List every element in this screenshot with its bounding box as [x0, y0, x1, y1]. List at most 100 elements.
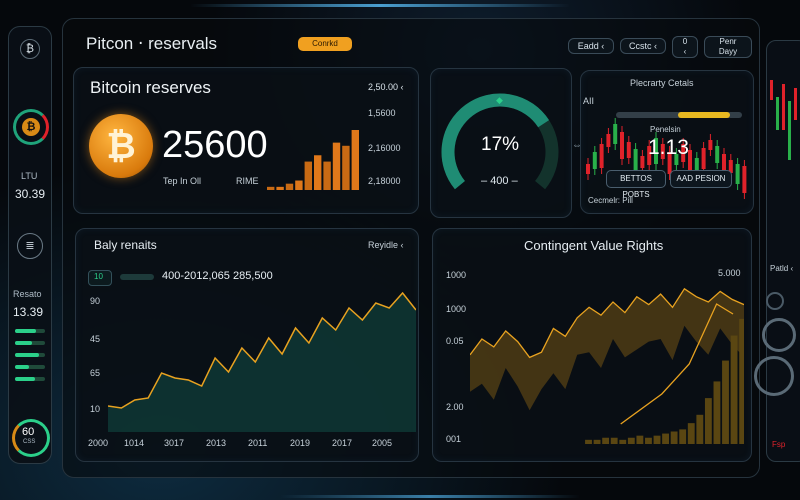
- right-panel-label[interactable]: Patld ‹: [770, 264, 794, 273]
- line-x-label: 2011: [248, 438, 268, 448]
- ring-value: 60: [22, 426, 35, 438]
- candle-body: [654, 138, 658, 164]
- line-x-label: 3017: [164, 438, 185, 448]
- candle-body: [626, 142, 631, 158]
- cvr-top-label: 5.000: [718, 268, 741, 278]
- reserves-bar: [295, 180, 303, 190]
- right-panel-sub: Fsp: [772, 440, 786, 449]
- candles-label-mid: Penelsin: [650, 125, 681, 134]
- cvr-bar: [636, 435, 644, 444]
- bitcoin-ring-icon[interactable]: ₿: [13, 109, 49, 145]
- aad-pesion-button[interactable]: AAD PESION: [670, 170, 732, 188]
- header-control-4[interactable]: Penr Dayy: [704, 36, 752, 58]
- candle-body: [586, 164, 590, 174]
- left-sidebar: ₿ ₿ LTU 30.39 ≣ Resato 13.39 60 CSS: [8, 26, 52, 464]
- candle-body: [633, 149, 638, 172]
- reserves-bar: [304, 161, 312, 190]
- line-y-label-3: 65: [90, 368, 101, 378]
- right-candle: [794, 88, 797, 120]
- line-card-dropdown[interactable]: Reyidle ‹: [368, 240, 404, 250]
- gauge-value-number: 400: [490, 175, 509, 187]
- cvr-y-label-3: 0.05: [446, 336, 464, 346]
- cvr-bar: [602, 437, 610, 444]
- line-x-label: 2000: [88, 438, 109, 448]
- header-control-3[interactable]: 0 ‹: [672, 36, 698, 58]
- line-card-range-bar: [120, 274, 154, 280]
- line-x-label: 2019: [290, 438, 311, 448]
- candle-body: [620, 132, 624, 159]
- bottom-glow-line: [280, 495, 580, 498]
- line-x-label: 2013: [206, 438, 227, 448]
- line-card-range-text: 400-2012,065 285,500: [162, 270, 273, 282]
- top-glow-line: [190, 4, 570, 7]
- candle-body: [708, 140, 713, 150]
- reserves-bar: [276, 186, 284, 190]
- line-x-label: 2005: [372, 438, 393, 448]
- candles-label-left: AII: [583, 96, 595, 106]
- cvr-y-label-5: 001: [446, 434, 462, 444]
- cvr-bar: [653, 435, 661, 444]
- header-control-1[interactable]: Eadd ‹: [568, 38, 614, 54]
- reserves-title: Bitcoin reserves: [90, 78, 211, 97]
- line-area-chart: [108, 292, 416, 432]
- reserves-axis-label-1[interactable]: 2,50.00 ‹: [368, 82, 404, 92]
- reserves-bar: [314, 155, 322, 190]
- candles-value: 1.13: [648, 136, 689, 159]
- candles-footer: Cecmelr: Pill: [588, 196, 633, 205]
- ring-sub: CSS: [23, 439, 36, 445]
- cvr-bar: [679, 429, 687, 444]
- line-series: [108, 292, 416, 409]
- cvr-bar: [687, 423, 695, 444]
- status-badge[interactable]: Conrkd: [298, 37, 352, 51]
- candle-body: [599, 144, 604, 168]
- candle-body: [613, 124, 618, 144]
- right-ring-1: [766, 292, 784, 310]
- candle-body: [694, 158, 699, 172]
- candle-body: [667, 152, 672, 174]
- cvr-bar: [704, 398, 712, 444]
- reserves-value: 25600: [162, 124, 268, 166]
- reserves-axis-label-4: 2,18000: [368, 176, 401, 186]
- bitcoin-icon[interactable]: ₿: [20, 39, 40, 59]
- sidebar-label-1: LTU: [21, 171, 38, 181]
- candles-title: Plecrarty Cetals: [630, 78, 694, 88]
- cvr-bar: [730, 335, 738, 444]
- candle-body: [722, 154, 726, 178]
- cvr-bar: [585, 439, 592, 444]
- cvr-bar: [696, 414, 704, 444]
- cvr-bar: [662, 433, 669, 444]
- candle-body: [701, 148, 706, 169]
- line-x-label: 2017: [332, 438, 353, 448]
- cvr-bar: [722, 360, 729, 444]
- line-area-fill: [108, 293, 416, 432]
- sidebar-value-1: 30.39: [15, 187, 46, 201]
- right-candle: [776, 97, 779, 130]
- cvr-bar: [610, 437, 618, 444]
- header-control-2[interactable]: Ccstc ‹: [620, 38, 666, 54]
- cvr-bar: [670, 431, 678, 444]
- right-candle: [788, 101, 791, 160]
- line-card-toggle[interactable]: 10: [88, 270, 112, 286]
- reserves-bar: [332, 142, 341, 190]
- right-candlestick-strip: [770, 80, 797, 160]
- bettos-pobts-button[interactable]: BETTOS POBTS: [606, 170, 666, 199]
- reserves-subtitle-left: Tep In Oll: [163, 176, 202, 186]
- link-icon[interactable]: ⇔: [572, 140, 582, 151]
- candles-top-bar: [616, 112, 742, 118]
- reserves-bar: [342, 145, 350, 190]
- stack-icon[interactable]: ≣: [17, 233, 43, 259]
- sidebar-value-2: 13.39: [13, 305, 44, 319]
- cvr-y-label-2: 1000: [446, 304, 467, 314]
- cvr-series: [470, 287, 744, 359]
- candle-body: [681, 144, 686, 162]
- gauge-fill: [441, 93, 550, 190]
- line-y-label-1: 90: [90, 296, 101, 306]
- gauge-top-icon: ◆: [496, 95, 503, 105]
- line-y-label-4: 10: [90, 404, 101, 414]
- cvr-chart: [470, 287, 744, 444]
- reserves-bar: [285, 183, 294, 190]
- candle-body: [606, 134, 611, 147]
- line-y-label-2: 45: [90, 334, 101, 344]
- candle-body: [742, 166, 747, 193]
- reserves-bar: [351, 130, 359, 190]
